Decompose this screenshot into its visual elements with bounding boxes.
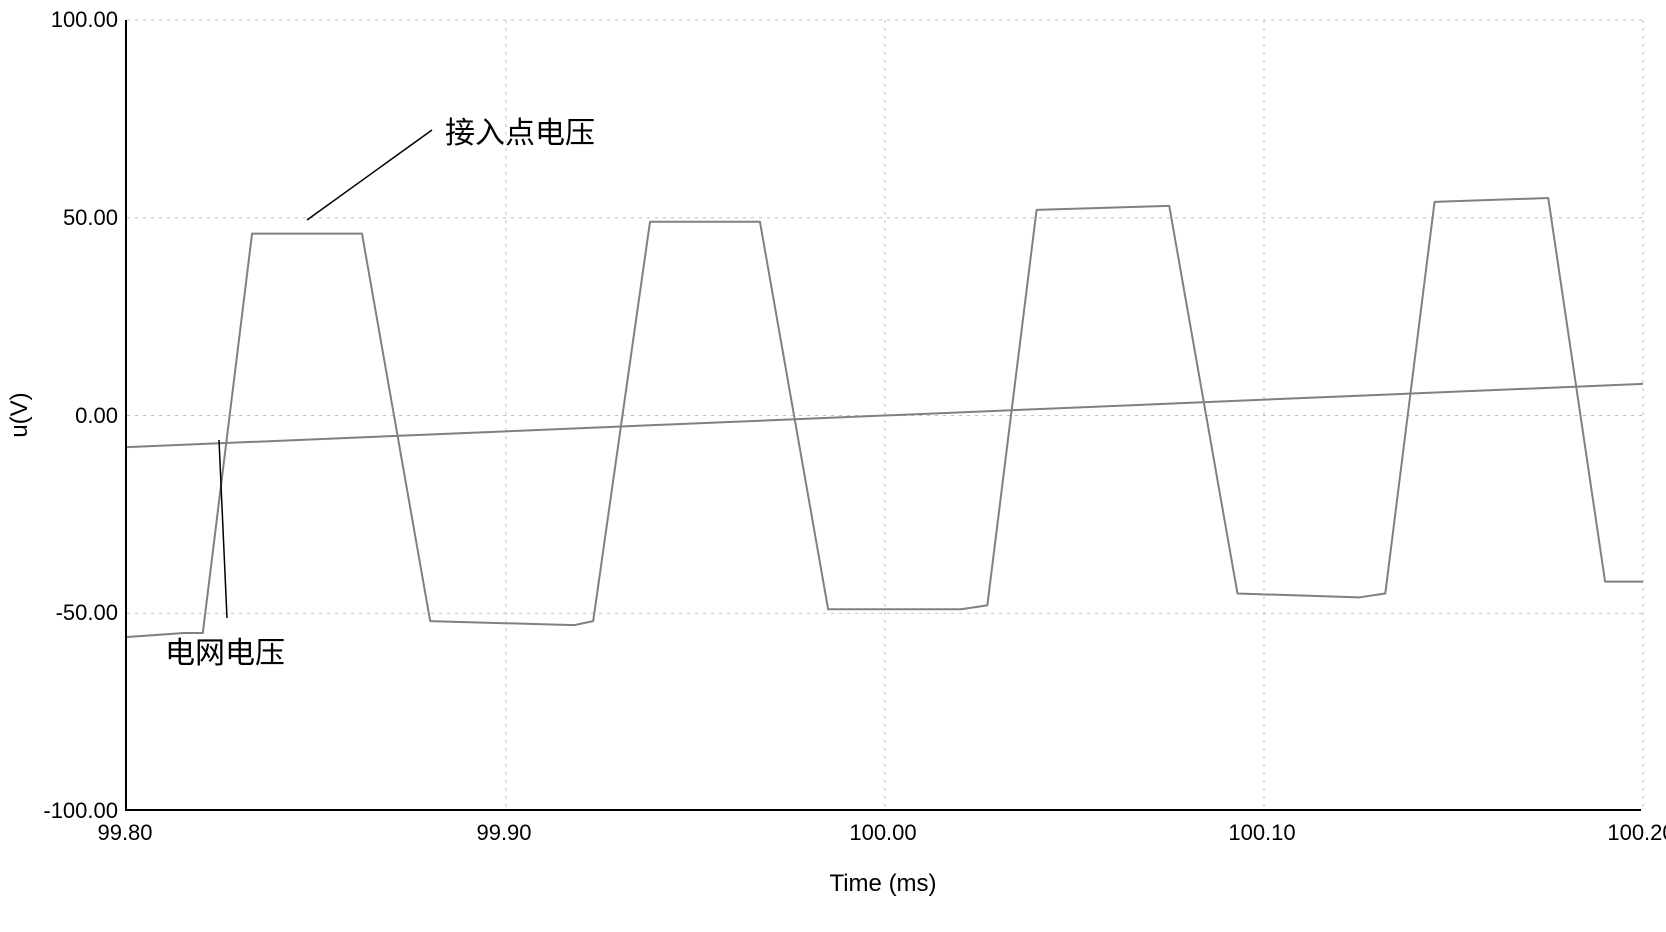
- y-axis-label: u(V): [6, 392, 34, 437]
- annotation-label: 接入点电压: [445, 108, 595, 152]
- x-tick-label: 100.10: [1228, 820, 1295, 846]
- plot-area: [125, 20, 1641, 811]
- x-axis-label: Time (ms): [829, 870, 936, 898]
- x-tick-label: 99.90: [476, 820, 531, 846]
- x-tick-label: 100.00: [849, 820, 916, 846]
- x-tick-label: 99.80: [97, 820, 152, 846]
- annotation-label: 电网电压: [165, 628, 285, 672]
- y-tick-label: -50.00: [56, 600, 118, 626]
- plot-svg: [127, 20, 1641, 809]
- annotation-leader: [307, 130, 432, 220]
- voltage-chart: -100.00-50.000.0050.00100.00 99.8099.901…: [0, 0, 1666, 932]
- y-tick-label: 100.00: [51, 7, 118, 33]
- series-access_point_voltage: [127, 198, 1643, 637]
- y-tick-label: 0.00: [75, 403, 118, 429]
- x-tick-label: 100.20: [1607, 820, 1666, 846]
- y-tick-label: 50.00: [63, 205, 118, 231]
